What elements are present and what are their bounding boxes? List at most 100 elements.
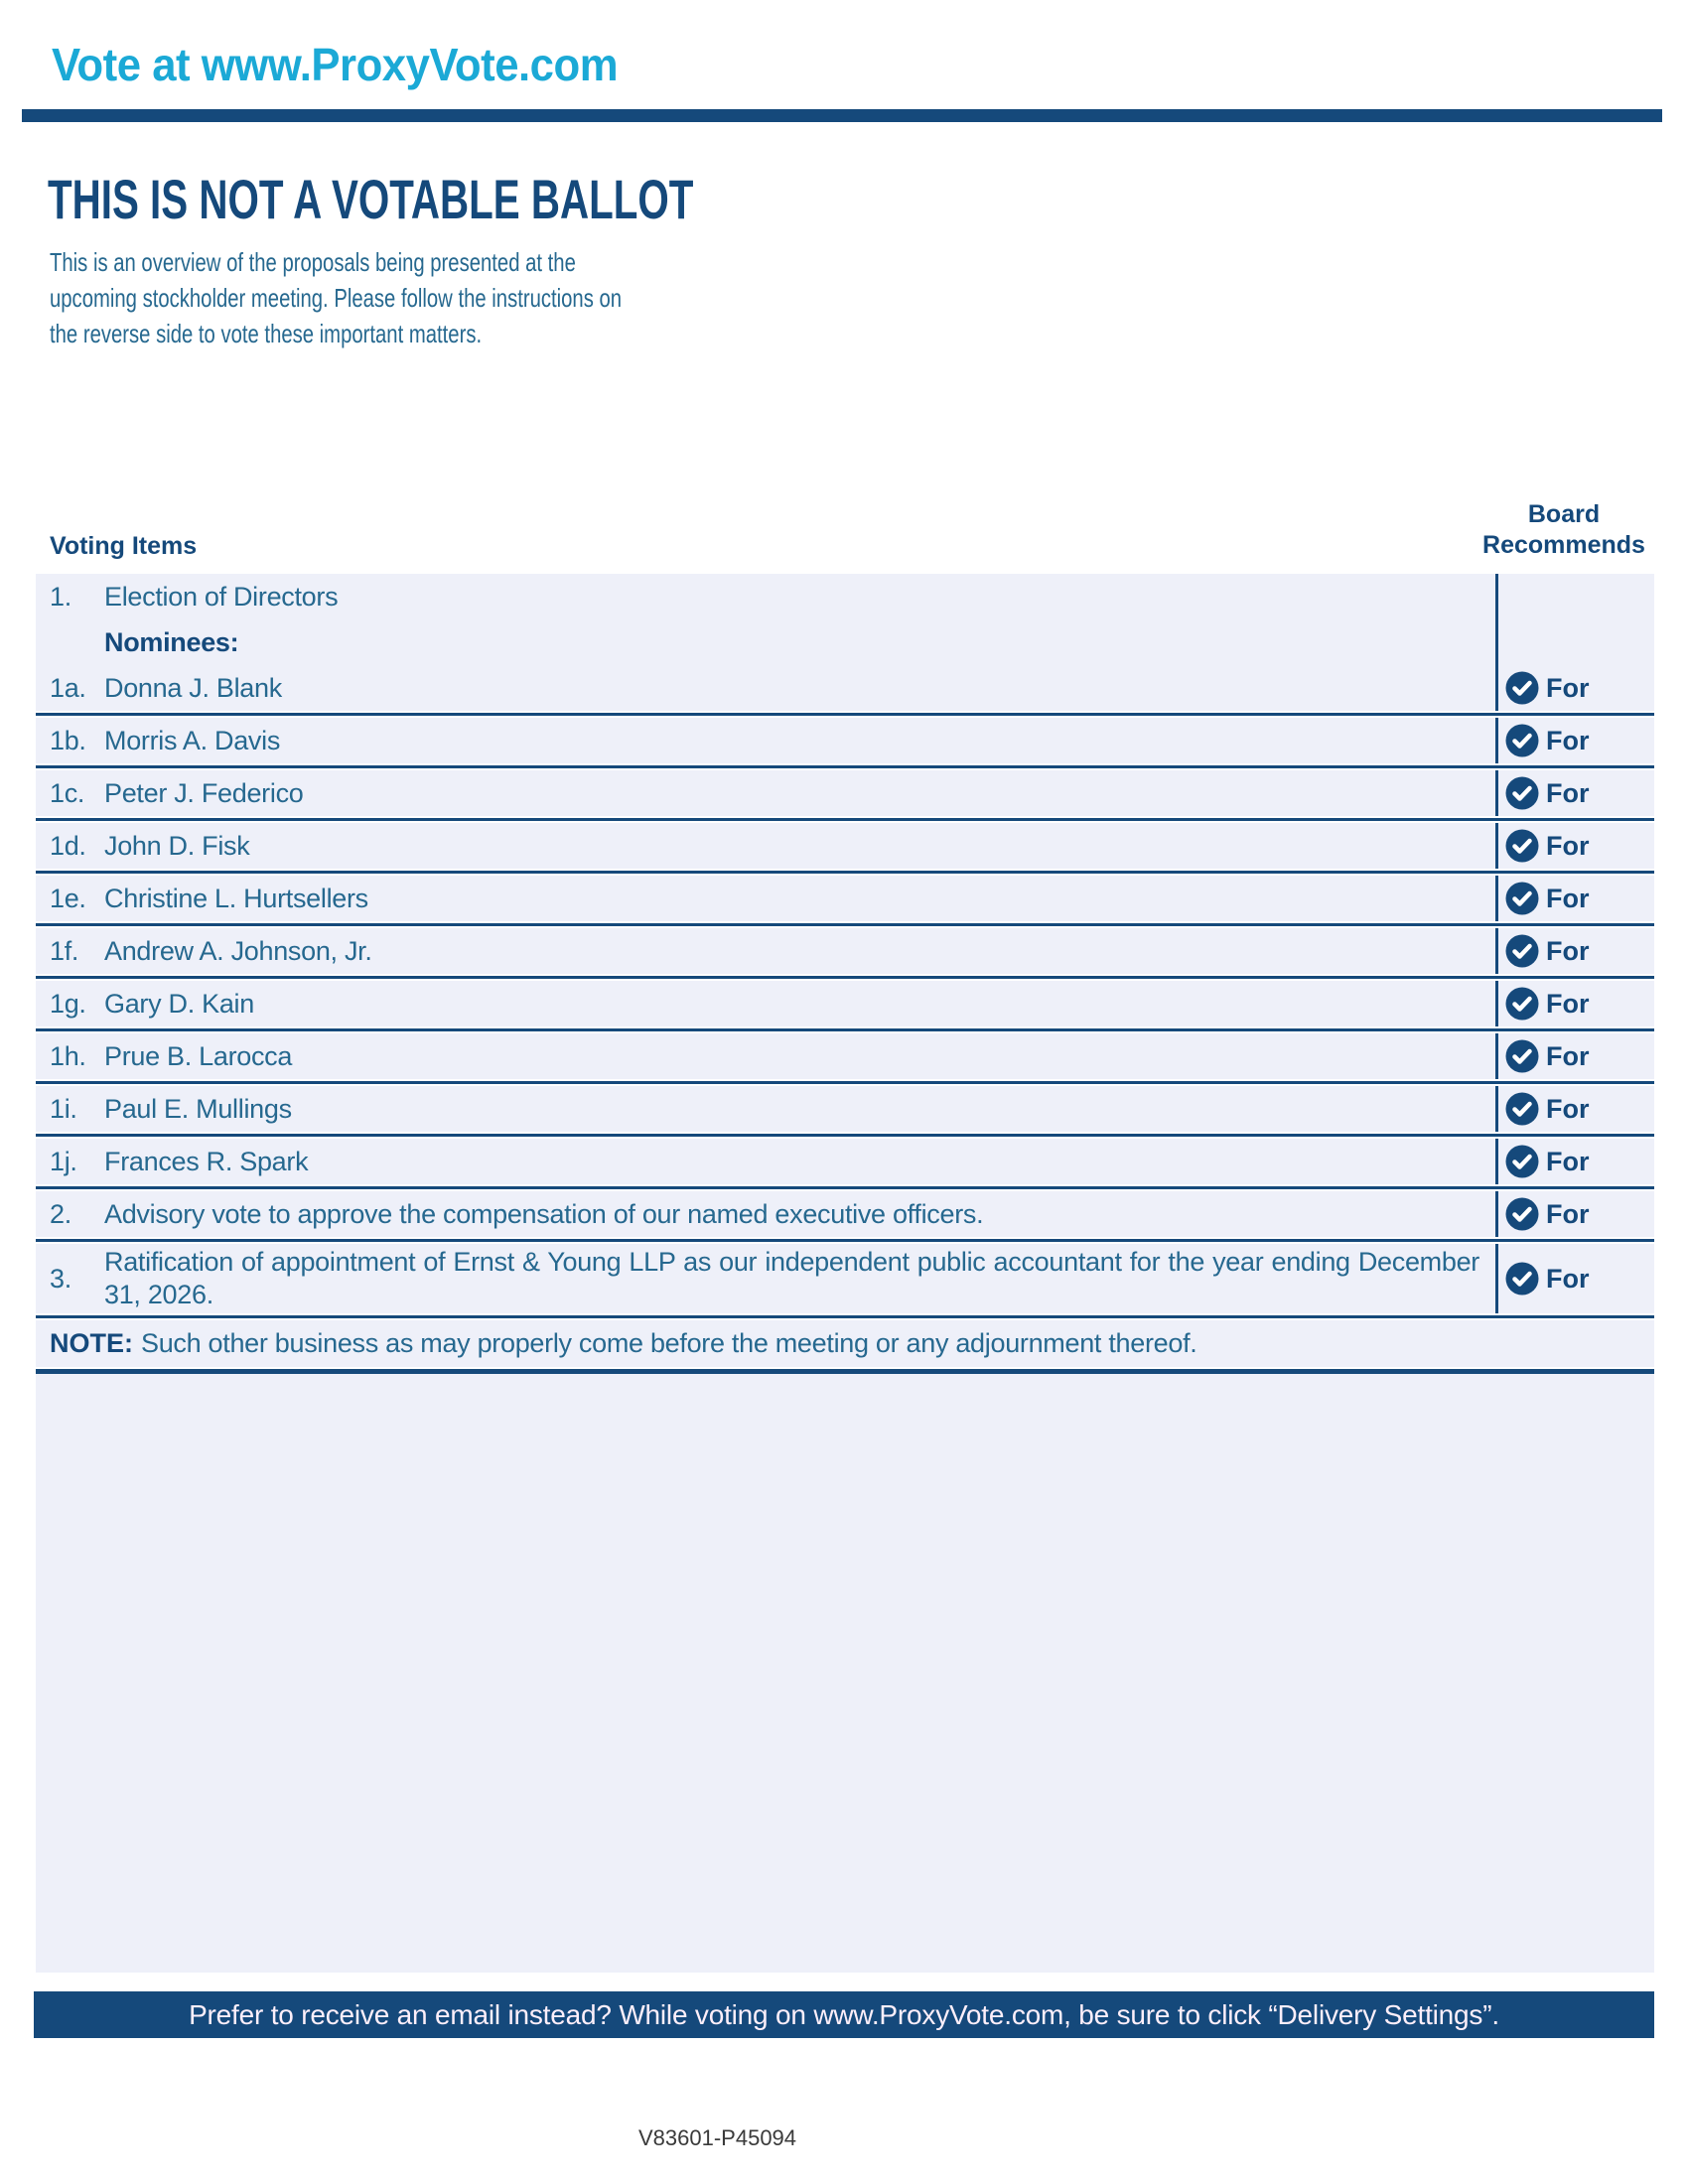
row-number: 1c. [50,777,85,808]
row-text: Ratification of appointment of Ernst & Y… [104,1247,1479,1309]
row-main-cell: 1b. Morris A. Davis [36,718,1495,763]
check-circle-icon [1505,776,1539,810]
recommend-cell [1495,574,1654,619]
row-text: Nominees: [104,626,239,657]
table-row: 1e. Christine L. Hurtsellers For [36,876,1654,921]
check-circle-icon [1505,1197,1539,1231]
row-divider [36,1237,1654,1244]
recommend-cell [1495,619,1654,665]
check-circle-icon [1505,934,1539,968]
note-row: NOTE: Such other business as may properly… [36,1320,1654,1367]
row-main-cell: 1h. Prue B. Larocca [36,1033,1495,1079]
row-divider [36,921,1654,928]
row-text: Gary D. Kain [104,988,254,1019]
row-number: 2. [50,1198,71,1229]
row-number: 1h. [50,1040,86,1071]
row-main-cell: 1a. Donna J. Blank [36,665,1495,711]
row-number: 1e. [50,883,86,913]
thick-row-divider [36,1367,1654,1374]
row-main-cell: Nominees: [36,619,1495,665]
check-circle-icon [1505,987,1539,1021]
row-divider [36,974,1654,981]
note-label: NOTE: [50,1328,133,1358]
row-number: 1g. [50,988,86,1019]
recommend-label: For [1546,1040,1590,1071]
row-text: Morris A. Davis [104,725,281,755]
recommend-label: For [1546,1263,1590,1294]
recommend-cell: For [1495,770,1654,816]
row-text: Donna J. Blank [104,672,282,703]
recommend-label: For [1546,1146,1590,1176]
recommend-cell: For [1495,876,1654,921]
row-text: Peter J. Federico [104,777,304,808]
row-text: John D. Fisk [104,830,250,861]
recommend-cell: For [1495,718,1654,763]
note-text: Such other business as may properly come… [141,1328,1197,1358]
email-preference-text: Prefer to receive an email instead? Whil… [189,1998,1499,2030]
voting-items-table: 1. Election of Directors Nominees: 1a. Donna… [36,574,1654,1973]
check-circle-icon [1505,1092,1539,1126]
row-divider [36,1132,1654,1139]
row-divider [36,869,1654,876]
row-number: 1i. [50,1093,77,1124]
form-code: V83601-P45094 [638,2125,797,2150]
table-row: 3. Ratification of appointment of Ernst &… [36,1244,1654,1313]
row-number: 1b. [50,725,86,755]
row-divider [36,1184,1654,1191]
check-circle-icon [1505,671,1539,705]
row-number: 1a. [50,672,86,703]
row-divider [36,1079,1654,1086]
table-row: Nominees: [36,619,1654,665]
recommend-label: For [1546,725,1590,755]
row-text: Advisory vote to approve the compensatio… [104,1198,984,1229]
row-main-cell: 1g. Gary D. Kain [36,981,1495,1026]
recommend-label: For [1546,777,1590,808]
row-divider [36,1313,1654,1320]
recommend-cell: For [1495,1033,1654,1079]
row-text: Christine L. Hurtsellers [104,883,368,913]
header-divider [22,109,1662,122]
voting-items-header: Voting Items [50,532,198,560]
check-circle-icon [1505,882,1539,915]
recommend-label: For [1546,988,1590,1019]
row-divider [36,816,1654,823]
row-main-cell: 1d. John D. Fisk [36,823,1495,869]
table-row: 1g. Gary D. Kain For [36,981,1654,1026]
email-preference-bar: Prefer to receive an email instead? Whil… [34,1991,1654,2038]
recommend-cell: For [1495,928,1654,974]
recommend-label: For [1546,830,1590,861]
recommend-cell: For [1495,1139,1654,1184]
row-main-cell: 1j. Frances R. Spark [36,1139,1495,1184]
check-circle-icon [1505,724,1539,757]
row-main-cell: 1i. Paul E. Mullings [36,1086,1495,1132]
recommend-label: For [1546,1198,1590,1229]
row-main-cell: 3. Ratification of appointment of Ernst &… [36,1244,1495,1313]
row-main-cell: 1f. Andrew A. Johnson, Jr. [36,928,1495,974]
board-recommends-header: Board Recommends [1445,499,1683,561]
row-text: Prue B. Larocca [104,1040,293,1071]
row-number: 1d. [50,830,86,861]
row-text: Frances R. Spark [104,1146,309,1176]
row-divider [36,763,1654,770]
recommend-cell: For [1495,823,1654,869]
row-divider [36,1026,1654,1033]
table-row: 1d. John D. Fisk For [36,823,1654,869]
row-main-cell: 1. Election of Directors [36,574,1495,619]
recommend-label: For [1546,672,1590,703]
table-row: 1f. Andrew A. Johnson, Jr. For [36,928,1654,974]
row-text: Election of Directors [104,581,339,612]
page-title: Vote at www.ProxyVote.com [52,39,619,90]
row-main-cell: 1c. Peter J. Federico [36,770,1495,816]
check-circle-icon [1505,1262,1539,1296]
row-number: 1f. [50,935,79,966]
recommend-label: For [1546,935,1590,966]
recommend-cell: For [1495,1244,1654,1313]
recommend-label: For [1546,1093,1590,1124]
row-main-cell: 1e. Christine L. Hurtsellers [36,876,1495,921]
row-number: 3. [50,1263,71,1294]
recommend-cell: For [1495,1191,1654,1237]
board-header-line: Board [1527,500,1601,528]
row-main-cell: 2. Advisory vote to approve the compensat… [36,1191,1495,1237]
recommend-cell: For [1495,1086,1654,1132]
